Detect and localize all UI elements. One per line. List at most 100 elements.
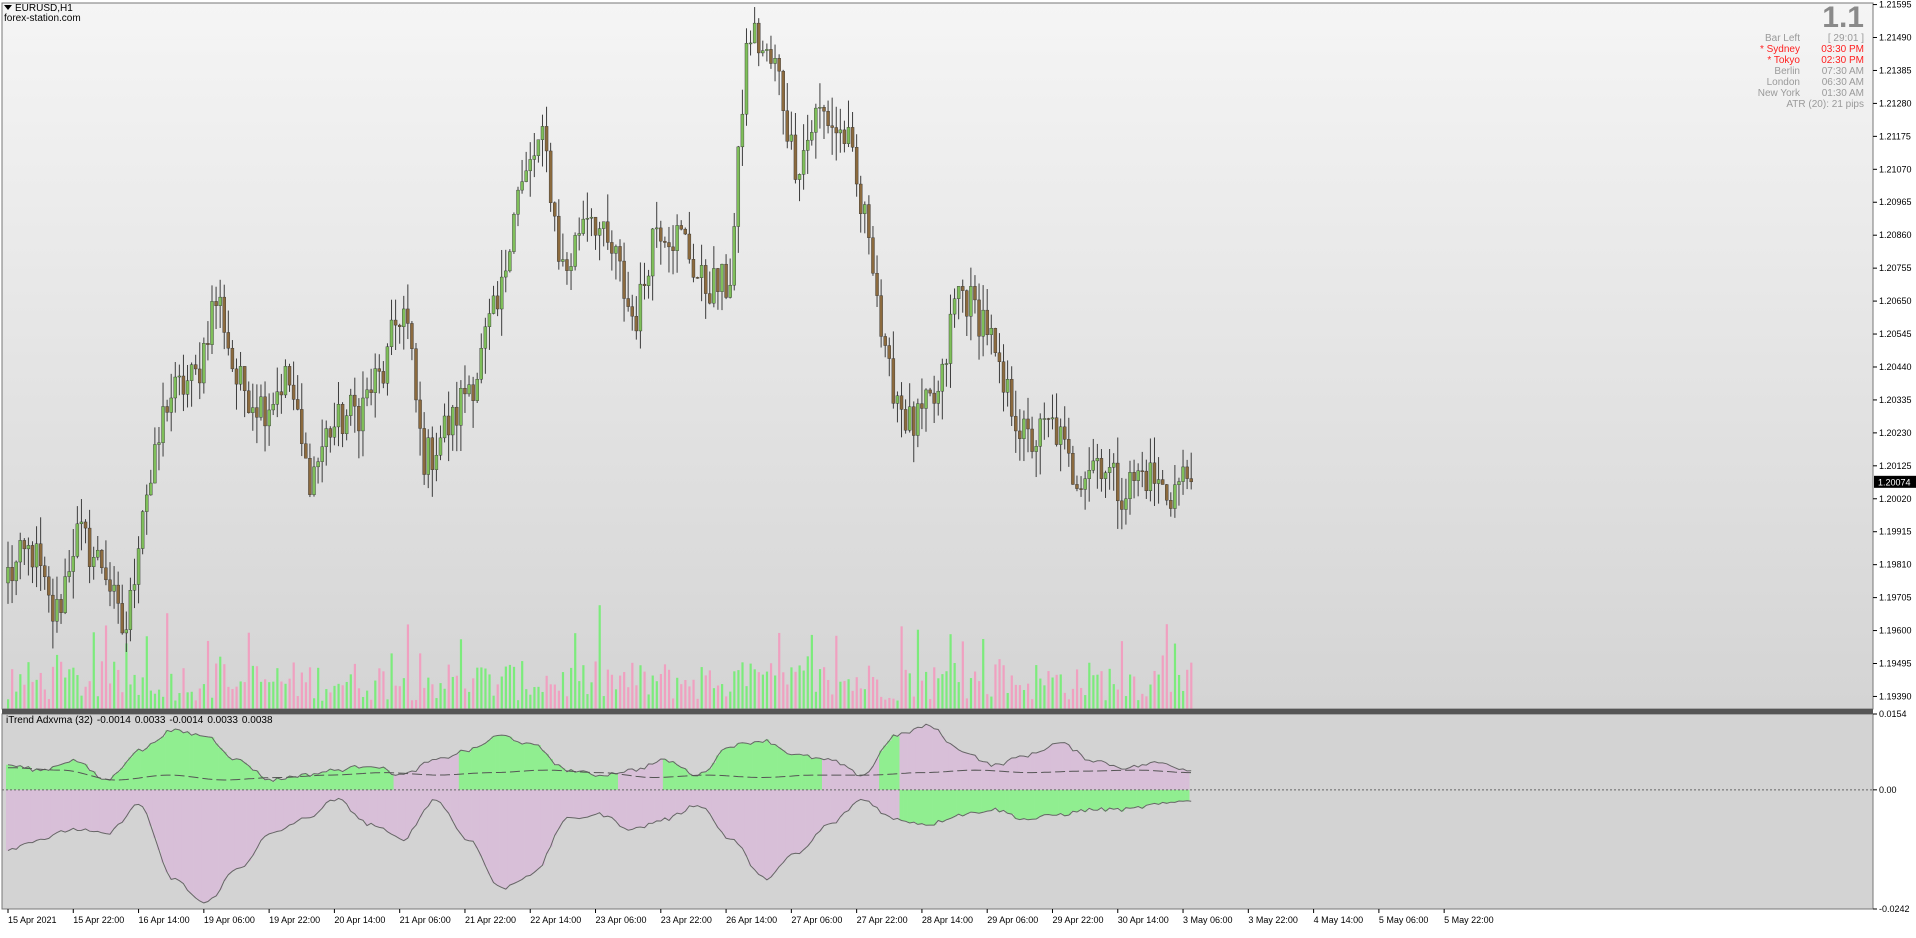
volume-bar	[1141, 693, 1144, 709]
indicator-fill-lower	[756, 789, 762, 875]
price-tick-label: 1.20545	[1879, 329, 1912, 339]
indicator-fill-upper	[287, 776, 292, 790]
volume-bar	[288, 678, 291, 709]
candle-body	[1116, 462, 1120, 502]
time-tick-label: 29 Apr 22:00	[1052, 915, 1103, 925]
indicator-fill-lower	[483, 789, 488, 866]
indicator-name: iTrend Adxvma (32)	[6, 715, 93, 726]
indicator-fill-lower	[324, 789, 329, 803]
source-label: forex-station.com	[4, 13, 81, 24]
volume-bar	[614, 689, 618, 709]
volume-bar	[100, 661, 104, 709]
volume-bar	[361, 697, 365, 709]
session-time: 03:30 PM	[1821, 44, 1864, 55]
symbol-title[interactable]: EURUSD,H1	[4, 3, 73, 14]
candle-body	[369, 389, 373, 393]
indicator-fill-upper	[1079, 754, 1084, 790]
volume-bar	[202, 684, 206, 709]
volume-bar	[525, 689, 528, 709]
indicator-fill-upper	[479, 745, 484, 790]
candle-body	[732, 226, 736, 286]
indicator-fill-lower	[1001, 789, 1006, 811]
indicator-fill-lower	[307, 789, 313, 818]
indicator-fill-lower	[1079, 789, 1084, 810]
volume-bar	[255, 666, 259, 709]
price-series	[6, 7, 1193, 709]
volume-bar	[325, 689, 328, 709]
indicator-fill-lower	[471, 789, 476, 842]
indicator-fill-upper	[1030, 752, 1035, 790]
indicator-fill-upper	[132, 752, 137, 790]
volume-bar	[839, 681, 842, 709]
price-tick-label: 1.20755	[1879, 263, 1912, 273]
volume-bar	[835, 635, 838, 709]
time-tick-label: 15 Apr 2021	[8, 915, 57, 925]
volume-bar	[198, 688, 201, 709]
indicator-fill-upper	[409, 771, 415, 790]
indicator-fill-upper	[373, 767, 378, 790]
indicator-fill-upper	[450, 755, 456, 790]
candle-body	[761, 50, 765, 54]
indicator-fill-lower	[1009, 789, 1015, 815]
indicator-fill-lower	[732, 789, 737, 840]
volume-bar	[1039, 678, 1042, 709]
candle-body	[679, 225, 683, 230]
candle-body	[206, 343, 210, 345]
candle-body	[903, 409, 908, 431]
indicator-fill-upper	[768, 744, 774, 790]
indicator-fill-upper	[1062, 742, 1068, 790]
volume-bar	[863, 689, 866, 709]
indicator-fill-lower	[520, 789, 525, 880]
indicator-fill-lower	[295, 789, 301, 821]
indicator-fill-upper	[683, 768, 688, 790]
indicator-fill-upper	[875, 758, 880, 790]
indicator-fill-upper	[405, 772, 411, 790]
candle-body	[965, 290, 969, 317]
candle-body	[165, 406, 169, 413]
indicator-fill-upper	[75, 761, 80, 790]
candle-body	[1099, 458, 1104, 479]
indicator-fill-upper	[295, 777, 301, 790]
indicator-fill-upper	[928, 725, 933, 790]
volume-bar	[43, 689, 46, 709]
indicator-fill-lower	[1115, 789, 1121, 809]
volume-bar	[1080, 687, 1083, 709]
indicator-fill-upper	[634, 771, 639, 790]
volume-bar	[517, 700, 520, 709]
volume-bar	[843, 680, 846, 709]
indicator-fill-upper	[524, 742, 529, 790]
candle-body	[385, 346, 390, 384]
indicator-fill-upper	[532, 744, 537, 790]
indicator-fill-lower	[91, 789, 97, 832]
volume-bar	[786, 684, 789, 709]
indicator-fill-upper	[418, 765, 423, 790]
candle-body	[149, 482, 153, 496]
candle-body	[1009, 379, 1014, 417]
volume-bar	[47, 699, 50, 709]
candle-body	[675, 225, 679, 251]
candle-body	[810, 132, 814, 141]
candle-body	[279, 391, 284, 396]
indicator-fill-lower	[1136, 789, 1141, 807]
indicator-fill-upper	[536, 745, 541, 790]
candle-body	[300, 409, 304, 444]
candle-body	[483, 326, 488, 349]
indicator-fill-upper	[838, 764, 843, 790]
volume-bar	[1063, 692, 1066, 709]
price-tick-label: 1.21490	[1879, 33, 1912, 43]
indicator-fill-upper	[854, 775, 859, 790]
indicator-fill-lower	[26, 789, 31, 843]
candle-body	[924, 389, 928, 409]
indicator-fill-upper	[569, 769, 574, 790]
indicator-fill-lower	[1152, 789, 1157, 804]
volume-bar	[345, 681, 348, 709]
indicator-fill-upper	[977, 760, 982, 790]
volume-bar	[300, 672, 303, 709]
time-tick-label: 21 Apr 06:00	[400, 915, 451, 925]
price-tick-label: 1.19705	[1879, 593, 1912, 603]
dropdown-triangle-icon[interactable]	[4, 5, 12, 10]
indicator-fill-lower	[1140, 789, 1145, 809]
volume-bar	[1153, 670, 1156, 709]
indicator-fill-lower	[540, 789, 545, 866]
